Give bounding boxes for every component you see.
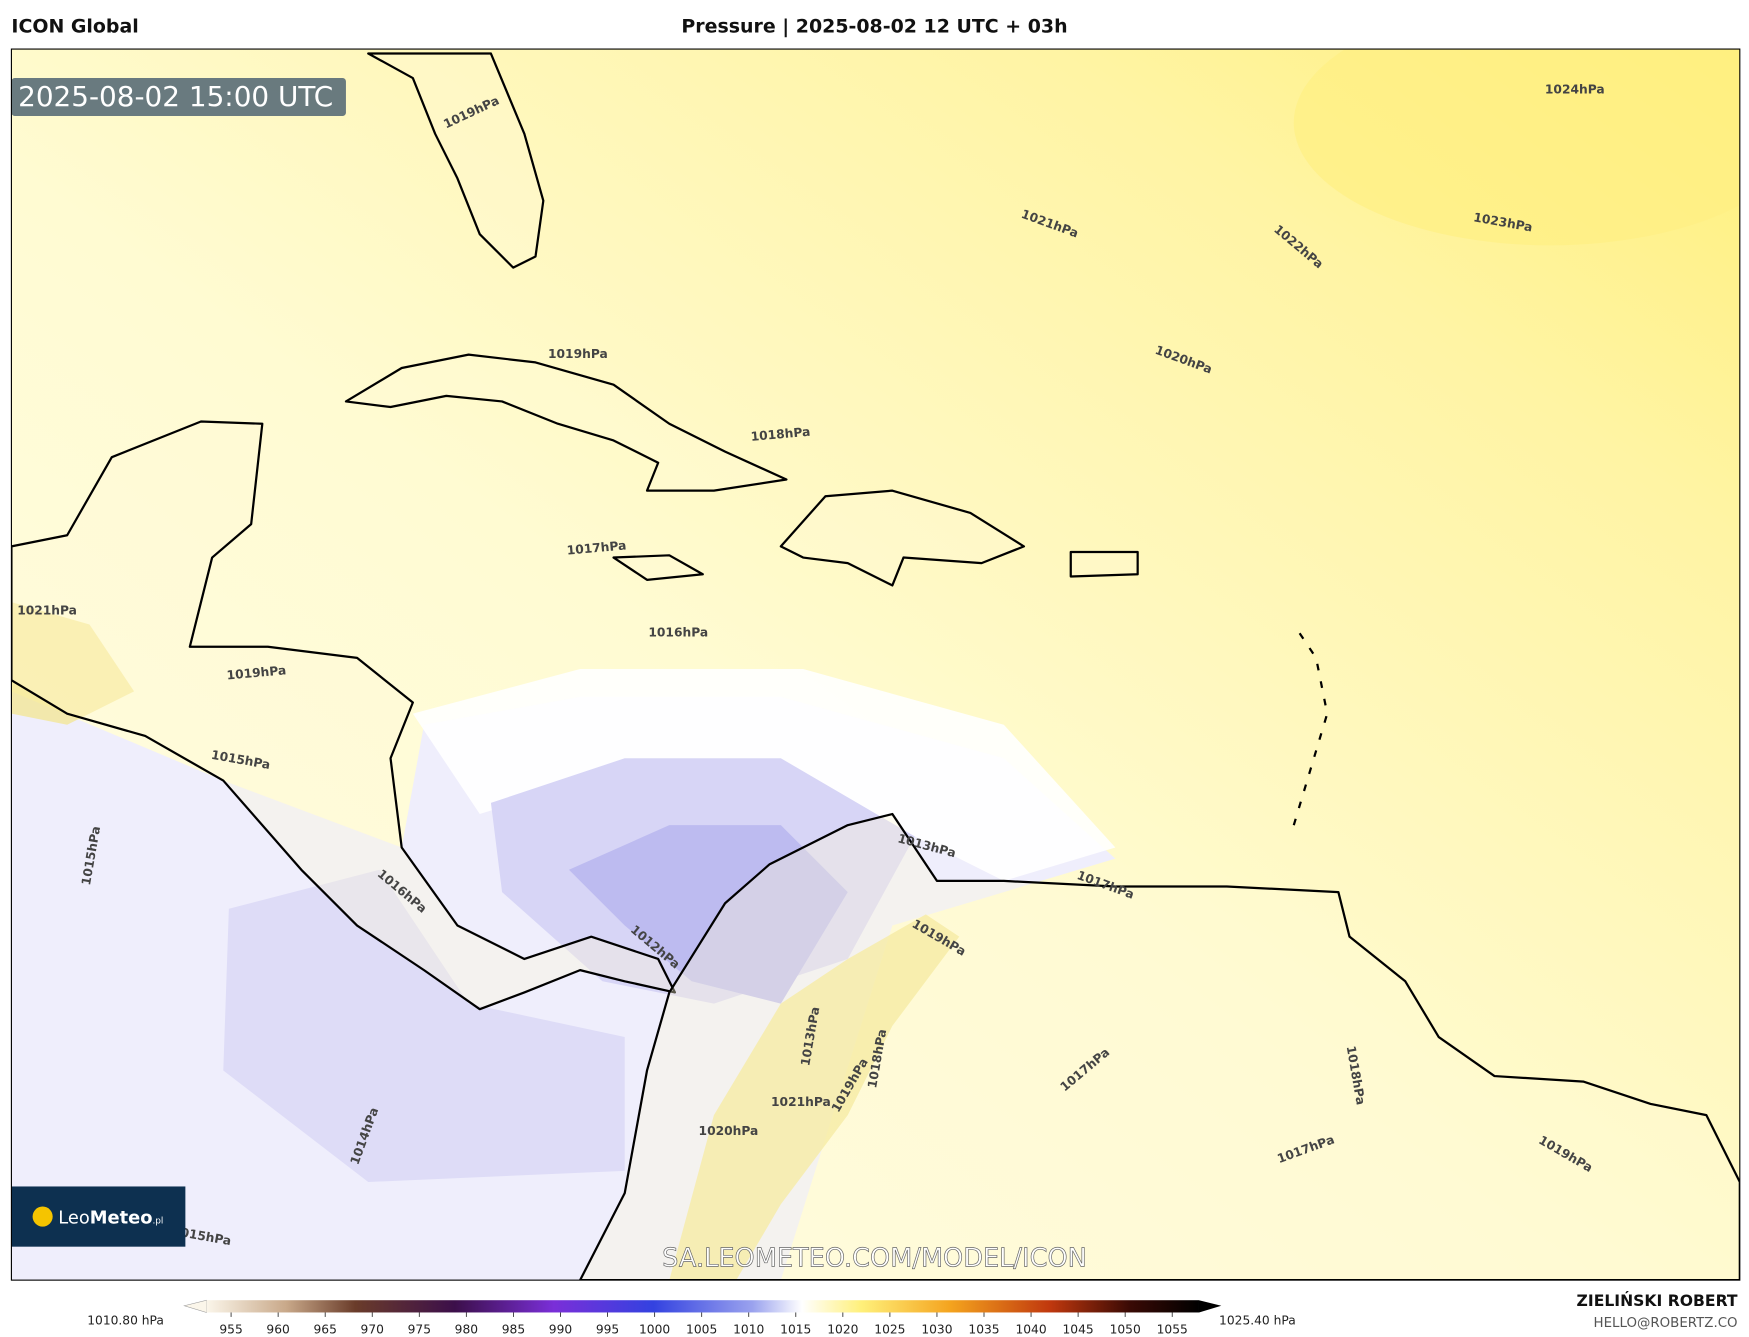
logo-part: Leo — [58, 1207, 89, 1228]
watermark: SA.LEOMETEO.COM/MODEL/ICON — [662, 1244, 1087, 1274]
isobar-label: 1024hPa — [1545, 83, 1605, 97]
colorbar-tick-label: 1050 — [1110, 1323, 1141, 1337]
colorbar-tick-label: 1045 — [1063, 1323, 1094, 1337]
cuba — [344, 353, 788, 492]
andes-high-pressure — [669, 914, 960, 1281]
timestamp-box — [11, 78, 346, 116]
colorbar-tick-label: 995 — [596, 1323, 619, 1337]
credit-name: ZIELIŃSKI ROBERT — [1577, 1291, 1738, 1310]
logo: LeoMeteo.pl — [58, 1207, 163, 1228]
colorbar-tick-label: 1010 — [733, 1323, 764, 1337]
timestamp: 2025-08-02 15:00 UTC — [18, 80, 333, 113]
colorbar-tick-label: 1020 — [827, 1323, 858, 1337]
south-america — [578, 812, 1740, 1281]
map: 1024hPa1023hPa1022hPa1021hPa1020hPa1019h… — [11, 49, 1740, 1281]
colorbar-tick-label: 1015 — [780, 1323, 811, 1337]
colorbar-tick-label: 1055 — [1157, 1323, 1188, 1337]
isobar-label: 1019hPa — [548, 347, 608, 361]
isobar-label: 1020hPa — [699, 1124, 759, 1138]
colorbar-tick-label: 955 — [219, 1323, 242, 1337]
colorbar-tick-label: 970 — [361, 1323, 384, 1337]
colorbar-tick-label: 960 — [266, 1323, 289, 1337]
logo-sun — [32, 1206, 53, 1227]
colorbar-tick-label: 1030 — [921, 1323, 952, 1337]
central-america — [11, 420, 677, 1011]
colorbar-ramp — [206, 1300, 1199, 1313]
colorbar-max: 1025.40 hPa — [1219, 1314, 1296, 1328]
low-pressure-area — [223, 869, 625, 1183]
logo-part: Meteo — [90, 1207, 153, 1228]
credit-email: HELLO@ROBERTZ.CO — [1594, 1316, 1738, 1331]
isobar-label: 1021hPa — [17, 603, 77, 617]
map-frame — [10, 48, 1741, 1281]
colorbar-tick-label: 990 — [549, 1323, 572, 1337]
colorbar-tick-label: 985 — [502, 1323, 525, 1337]
colorbar-min: 1010.80 hPa — [87, 1314, 164, 1328]
isobar-label: 1018hPa — [750, 425, 811, 444]
colorbar-tick-label: 1025 — [874, 1323, 905, 1337]
lesser-antilles — [1292, 623, 1329, 826]
low-pressure-core — [568, 825, 848, 1004]
colorbar-tick-label: 980 — [455, 1323, 478, 1337]
map-title: Pressure | 2025-08-02 12 UTC + 03h — [681, 15, 1067, 37]
hispaniola — [779, 489, 1026, 587]
florida — [367, 52, 545, 269]
high-pressure-area — [1293, 49, 1740, 246]
isobar-label: 1017hPa — [566, 538, 627, 557]
mountain-high-pressure — [11, 602, 135, 725]
isobar-label: 1019hPa — [226, 663, 287, 682]
model-name: ICON Global — [11, 15, 138, 37]
colorbar-tick-label: 1040 — [1015, 1323, 1046, 1337]
colorbar-tick-label: 1035 — [968, 1323, 999, 1337]
colorbar-tick-label: 1005 — [686, 1323, 717, 1337]
colorbar-tick-label: 965 — [314, 1323, 337, 1337]
isobar-label: 1021hPa — [771, 1095, 831, 1109]
colorbar: 955 960 965 970 975 980 985 990 995 1000 1005 1010 1… — [183, 1299, 1222, 1337]
colorbar-tick-label: 1000 — [639, 1323, 670, 1337]
puerto-rico — [1069, 550, 1139, 578]
colorbar-arrow-left — [183, 1299, 207, 1313]
colorbar-tick-label: 975 — [408, 1323, 431, 1337]
colorbar-arrow-right — [1198, 1300, 1222, 1313]
jamaica — [612, 554, 704, 581]
isobar-label: 1016hPa — [648, 626, 708, 640]
logo-part: .pl — [152, 1216, 163, 1226]
